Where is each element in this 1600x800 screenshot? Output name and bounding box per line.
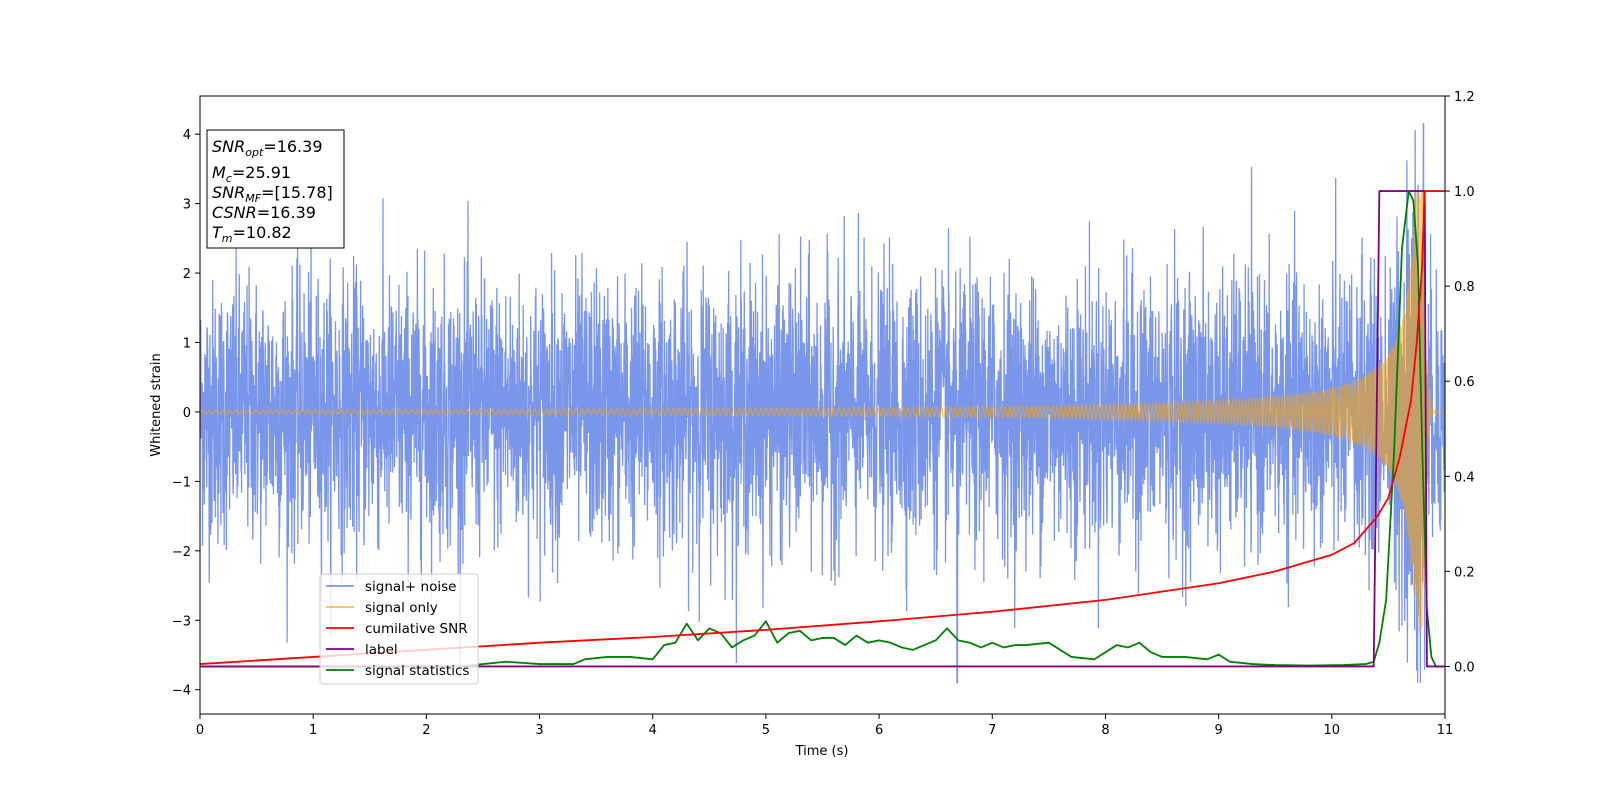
x-axis-label: Time (s) <box>795 744 849 759</box>
legend-label-signal-noise: signal+ noise <box>365 579 456 595</box>
info-chirp-mass-subscript: c <box>226 172 232 185</box>
legend-label-signal-statistics: signal statistics <box>365 663 469 679</box>
info-snr-mf-symbol: SNR <box>212 183 245 202</box>
info-csnr-value: =16.39 <box>257 203 316 222</box>
info-snr-opt-symbol: SNR <box>212 137 245 156</box>
y-axis-label: Whitened strain <box>149 353 164 456</box>
series-signal-only <box>199 189 1445 634</box>
series-layer <box>199 123 1446 684</box>
x-tick-label: 7 <box>988 723 996 738</box>
legend-frame <box>319 573 479 685</box>
info-snr-opt: SNRopt=16.39 <box>212 137 323 159</box>
plot-frame <box>199 95 1446 715</box>
series-cumulative-snr <box>199 190 1445 665</box>
y-left-tick-label: 4 <box>183 128 191 143</box>
series-label <box>200 190 1445 668</box>
y-right-tick-label: 0.6 <box>1454 375 1475 390</box>
info-snr-opt-subscript: opt <box>245 146 264 159</box>
legend-label-cumulative-snr: cumilative SNR <box>365 621 468 637</box>
y-left-tick-label: 0 <box>183 406 191 421</box>
info-merger-time-symbol: T <box>212 223 223 242</box>
y-right-tick-label: 0.0 <box>1454 660 1475 675</box>
y-left-tick-label: −2 <box>172 545 191 560</box>
info-merger-time-value: =10.82 <box>233 223 292 242</box>
info-csnr: CSNR=16.39 <box>212 203 316 222</box>
y-axis-left: −4 −3 −2 −1 0 1 2 3 4 <box>172 128 200 699</box>
y-axis-right: 0.0 0.2 0.4 0.6 0.8 1.0 1.2 <box>1445 90 1475 675</box>
x-tick-label: 2 <box>422 723 430 738</box>
legend: signal+ noise signal only cumilative SNR… <box>319 573 479 685</box>
x-tick-label: 0 <box>196 723 204 738</box>
x-tick-label: 10 <box>1324 723 1341 738</box>
info-box: SNRopt=16.39 Mc=25.91 SNRMF=[15.78] CSNR… <box>206 129 345 249</box>
info-box-frame <box>206 129 345 249</box>
x-tick-label: 6 <box>875 723 883 738</box>
series-signal-noise <box>199 123 1446 684</box>
y-left-tick-label: 3 <box>183 198 191 213</box>
info-chirp-mass-value: =25.91 <box>232 163 291 182</box>
y-right-tick-label: 0.2 <box>1454 565 1475 580</box>
x-tick-label: 3 <box>535 723 543 738</box>
y-right-tick-label: 0.4 <box>1454 470 1475 485</box>
info-snr-mf-subscript: MF <box>245 192 261 205</box>
y-left-tick-label: 2 <box>183 267 191 282</box>
y-left-tick-label: −3 <box>172 614 191 629</box>
info-chirp-mass: Mc=25.91 <box>212 163 291 185</box>
info-snr-opt-value: =16.39 <box>263 137 322 156</box>
info-csnr-symbol: CSNR <box>212 203 257 222</box>
y-left-tick-label: −1 <box>172 475 191 490</box>
y-left-tick-label: −4 <box>172 684 191 699</box>
y-right-tick-label: 1.0 <box>1454 185 1475 200</box>
info-merger-time: Tm=10.82 <box>212 223 292 245</box>
x-tick-label: 9 <box>1214 723 1222 738</box>
info-snr-mf: SNRMF=[15.78] <box>212 183 333 205</box>
x-axis: 0 1 2 3 4 5 6 7 8 9 10 11 <box>196 714 1453 738</box>
x-tick-label: 8 <box>1101 723 1109 738</box>
x-tick-label: 1 <box>309 723 317 738</box>
info-merger-time-subscript: m <box>222 232 233 245</box>
y-right-tick-label: 0.8 <box>1454 280 1475 295</box>
x-tick-label: 4 <box>649 723 657 738</box>
y-left-tick-label: 1 <box>183 337 191 352</box>
info-snr-mf-value: =[15.78] <box>261 183 333 202</box>
y-right-tick-label: 1.2 <box>1454 90 1475 105</box>
legend-label-label: label <box>365 642 398 658</box>
legend-label-signal-only: signal only <box>365 600 438 616</box>
info-chirp-mass-symbol: M <box>212 163 226 182</box>
x-tick-label: 5 <box>762 723 770 738</box>
x-tick-label: 11 <box>1437 723 1454 738</box>
